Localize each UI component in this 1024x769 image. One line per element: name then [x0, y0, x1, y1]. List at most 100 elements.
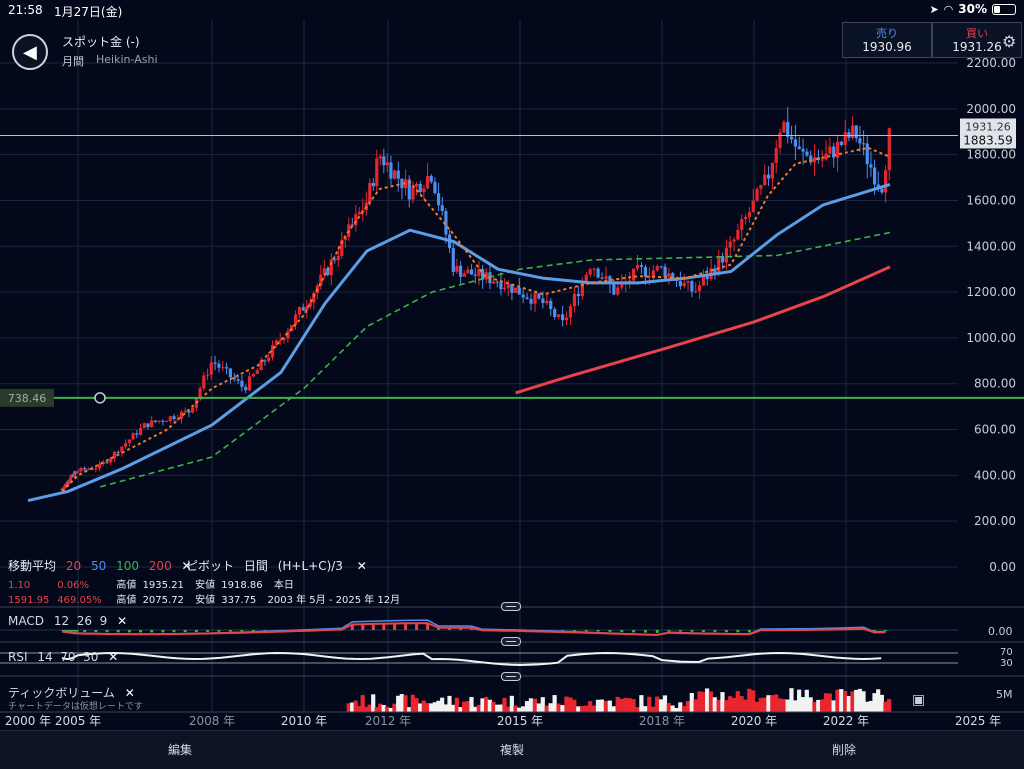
ma-period-50: 50 — [91, 559, 106, 573]
macd-histogram-bar — [206, 630, 209, 632]
volume-bar — [736, 691, 740, 712]
volume-bar — [477, 705, 481, 712]
macd-histogram-bar — [632, 630, 635, 632]
volume-bar — [759, 698, 763, 712]
candle-body — [636, 265, 639, 268]
candle-body — [337, 256, 340, 260]
duplicate-button[interactable]: 複製 — [500, 741, 524, 758]
volume-bar — [411, 695, 415, 712]
macd-histogram-bar — [393, 624, 396, 630]
volume-bar — [436, 701, 440, 712]
settings-icon[interactable]: ⚙ — [1002, 32, 1016, 51]
macd-legend[interactable]: MACD 12 26 9 ✕ — [8, 614, 127, 628]
macd-histogram-bar — [656, 630, 659, 633]
candle-body — [767, 175, 770, 179]
pane-resize-handle[interactable] — [501, 602, 521, 611]
pane-resize-handle[interactable] — [501, 672, 521, 681]
volume-bar — [755, 702, 759, 712]
volume-bar — [655, 697, 659, 712]
macd-histogram-bar — [128, 630, 131, 632]
candle-body — [496, 282, 499, 283]
volume-bar — [458, 707, 462, 712]
delete-button[interactable]: 削除 — [832, 741, 856, 758]
time-tick-label: 2015 年 — [497, 714, 543, 728]
time-tick-label: 2020 年 — [731, 714, 777, 728]
price-tick-label: 2200.00 — [966, 56, 1016, 70]
candle-body — [717, 256, 720, 273]
bottom-toolbar: 編集 複製 削除 — [0, 730, 1024, 769]
sell-quote-button[interactable]: 売り 1930.96 — [842, 22, 932, 58]
candle-body — [244, 387, 247, 390]
candle-body — [154, 421, 157, 422]
candle-body — [128, 440, 131, 444]
chart-period: 月間 — [62, 53, 84, 69]
candle-body — [389, 162, 392, 178]
candle-body — [76, 471, 79, 472]
volume-bar — [828, 693, 832, 712]
candle-body — [600, 278, 603, 279]
candle-body — [667, 273, 670, 277]
candle-body — [158, 421, 161, 422]
volume-bar — [805, 690, 809, 712]
candle-body — [240, 381, 243, 387]
candle-body — [229, 369, 232, 378]
volume-bar — [447, 696, 451, 712]
pivot-legend[interactable]: ピボット 日間 (H+L+C)/3 ✕ — [186, 557, 367, 574]
macd-close-button[interactable]: ✕ — [117, 614, 127, 628]
volume-bar — [517, 708, 521, 712]
candle-body — [585, 275, 588, 282]
pane-resize-handle[interactable] — [501, 637, 521, 646]
volume-close-button[interactable]: ✕ — [125, 686, 135, 700]
candle-body — [873, 168, 876, 185]
volume-bar — [556, 704, 560, 712]
time-tick-label: 2010 年 — [281, 714, 327, 728]
stat-low: 1918.86 — [221, 580, 262, 591]
volume-bar — [639, 695, 643, 712]
candle-body — [862, 143, 865, 144]
macd-histogram-bar — [597, 630, 600, 632]
rsi-close-button[interactable]: ✕ — [108, 650, 118, 664]
volume-bar — [880, 695, 884, 712]
macd-histogram-bar — [702, 630, 705, 632]
volume-bar — [616, 697, 620, 712]
volume-bar — [732, 698, 736, 712]
calendar-icon[interactable]: ▣ — [912, 692, 925, 708]
ma-legend[interactable]: 移動平均 20 50 100 200 ✕ — [8, 557, 192, 574]
candle-body — [628, 281, 631, 282]
volume-bar — [620, 699, 624, 712]
candle-body — [169, 416, 172, 421]
candle-body — [888, 128, 891, 170]
candle-body — [652, 270, 655, 276]
rsi-legend[interactable]: RSI 14 70 30 ✕ — [8, 650, 118, 664]
macd-histogram-bar — [713, 630, 716, 632]
candle-body — [694, 291, 697, 292]
candle-body — [330, 259, 333, 275]
candle-body — [663, 267, 666, 277]
volume-bar — [422, 701, 426, 712]
volume-bar — [865, 702, 869, 712]
candle-body — [411, 186, 414, 199]
volume-bar — [525, 701, 529, 712]
volume-bar — [713, 697, 717, 712]
volume-bar — [499, 705, 503, 712]
edit-button[interactable]: 編集 — [168, 741, 192, 758]
macd-histogram-bar — [94, 630, 97, 632]
candle-body — [759, 185, 762, 189]
price-tick-label: 1000.00 — [966, 331, 1016, 345]
stat-change-pct: 0.06% — [57, 580, 113, 591]
sell-price: 1930.96 — [843, 40, 931, 54]
ma100-line — [100, 233, 890, 487]
pivot-close-button[interactable]: ✕ — [357, 559, 367, 573]
volume-bar — [705, 688, 709, 712]
volume-bar — [690, 693, 694, 712]
back-button[interactable]: ◀ — [12, 34, 48, 70]
volume-bar — [835, 690, 839, 712]
stats-row-today: 1.10 0.06% 高値 1935.21 安値 1918.86 本日 — [8, 576, 294, 591]
stat-high-label: 高値 — [116, 580, 136, 591]
volume-bar — [671, 705, 675, 712]
candle-body — [83, 468, 86, 469]
volume-bar — [596, 700, 600, 712]
candle-body — [763, 175, 766, 185]
candle-body — [529, 299, 532, 304]
